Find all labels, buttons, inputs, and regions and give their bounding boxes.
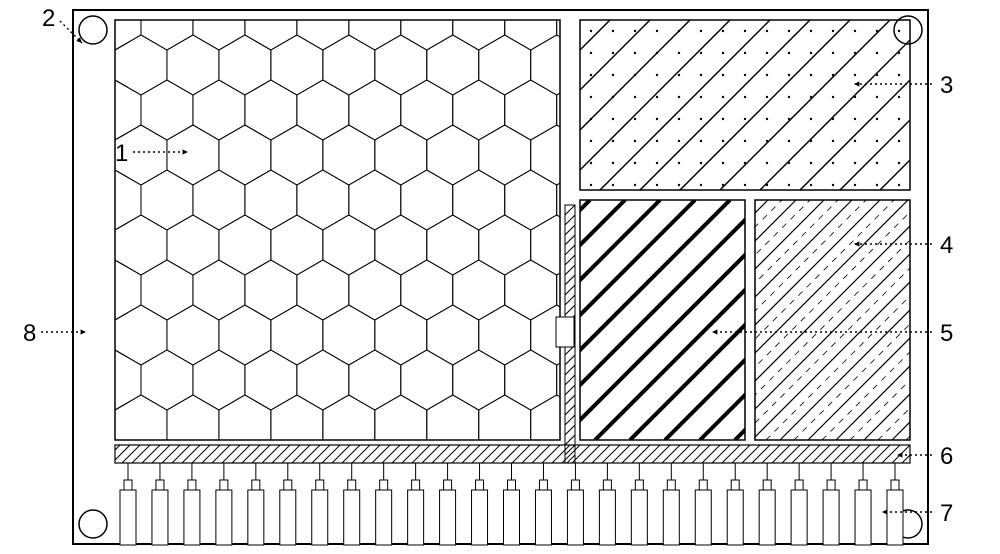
callout-label-3: 3 <box>940 72 953 100</box>
callout-label-7: 7 <box>940 500 953 528</box>
diagram-svg <box>0 0 1000 554</box>
callout-label-6: 6 <box>940 443 953 471</box>
callout-label-5: 5 <box>940 320 953 348</box>
callout-label-2: 2 <box>42 5 55 33</box>
callout-label-1: 1 <box>115 140 128 168</box>
callout-label-8: 8 <box>23 320 36 348</box>
diagram-root: 1 2 3 4 5 6 7 8 <box>0 0 1000 554</box>
callout-label-4: 4 <box>940 232 953 260</box>
